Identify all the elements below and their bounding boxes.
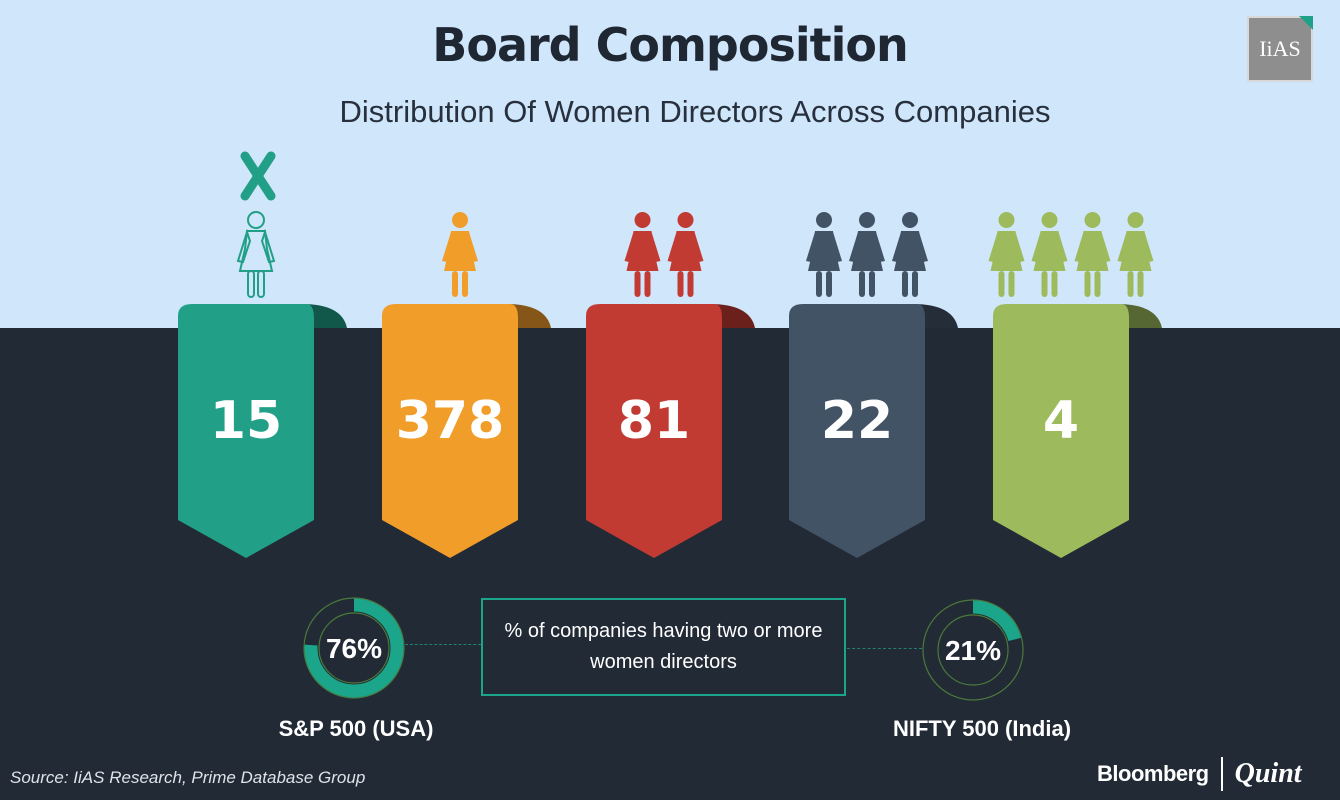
usa-label: S&P 500 (USA): [278, 716, 434, 741]
donut-value-label: 76%: [326, 633, 382, 664]
bar-group-0: 15: [178, 304, 347, 558]
india-label: NIFTY 500 (India): [892, 716, 1072, 741]
icon-group-4: [988, 212, 1154, 297]
source-note: Source: IiAS Research, Prime Database Gr…: [10, 768, 366, 787]
donut-outer-ring: [922, 599, 1024, 701]
woman-icon: [624, 212, 661, 297]
woman-icon: [892, 212, 928, 297]
woman-icon: [1074, 212, 1111, 297]
bar: [993, 304, 1129, 558]
data-label: 22: [821, 391, 893, 451]
bar: [789, 304, 925, 558]
woman-icon: [1117, 212, 1154, 297]
brand-separator: [1220, 757, 1223, 791]
donut-value-label: 21%: [945, 635, 1001, 666]
icon-group-0: [236, 151, 276, 298]
woman-icon: [988, 212, 1025, 297]
icon-group-3: [806, 212, 928, 297]
woman-icon: [849, 212, 885, 297]
sky-background: [0, 0, 1340, 328]
woman-outline-icon: [236, 211, 276, 298]
woman-icon: [1031, 212, 1068, 297]
usa-donut: 76%: [303, 597, 405, 699]
woman-icon: [667, 212, 704, 297]
donut-inner-ring: [937, 614, 1009, 686]
woman-icon: [806, 212, 842, 297]
logo-text: IiAS: [1259, 36, 1301, 61]
iias-logo: IiAS: [1247, 16, 1313, 82]
bar-group-4: 4: [993, 304, 1162, 558]
data-label: 81: [618, 391, 690, 451]
india-donut: 21%: [922, 599, 1024, 701]
note-box: % of companies having two or more women …: [481, 598, 846, 696]
bar-group-2: 81: [586, 304, 755, 558]
bar: [382, 304, 518, 558]
data-label: 15: [210, 391, 282, 451]
bar: [586, 304, 722, 558]
donut-outer-ring: [303, 597, 405, 699]
data-label: 4: [1043, 391, 1079, 451]
bar: [178, 304, 314, 558]
donut-inner-ring: [318, 612, 390, 684]
brand-logo: Bloomberg Quint: [1097, 755, 1302, 793]
donut-arc: [923, 600, 1023, 700]
page-subtitle: Distribution Of Women Directors Across C…: [339, 94, 1051, 129]
page-title: Board Composition: [432, 18, 908, 72]
data-label: 378: [396, 391, 505, 451]
woman-icon: [442, 212, 478, 297]
brand-bloomberg: Bloomberg: [1097, 761, 1209, 786]
icon-group-2: [624, 212, 704, 297]
x-mark-icon: [240, 151, 276, 201]
logo-corner-mark: [1299, 16, 1313, 30]
bar-group-3: 22: [789, 304, 958, 558]
bar-group-1: 378: [382, 304, 551, 558]
brand-quint: Quint: [1234, 758, 1302, 789]
icon-group-1: [442, 212, 478, 297]
india-connector-line: [847, 648, 922, 649]
note-text: % of companies having two or more women …: [504, 620, 823, 673]
usa-connector-line: [405, 644, 481, 645]
donut-arc: [304, 598, 404, 698]
